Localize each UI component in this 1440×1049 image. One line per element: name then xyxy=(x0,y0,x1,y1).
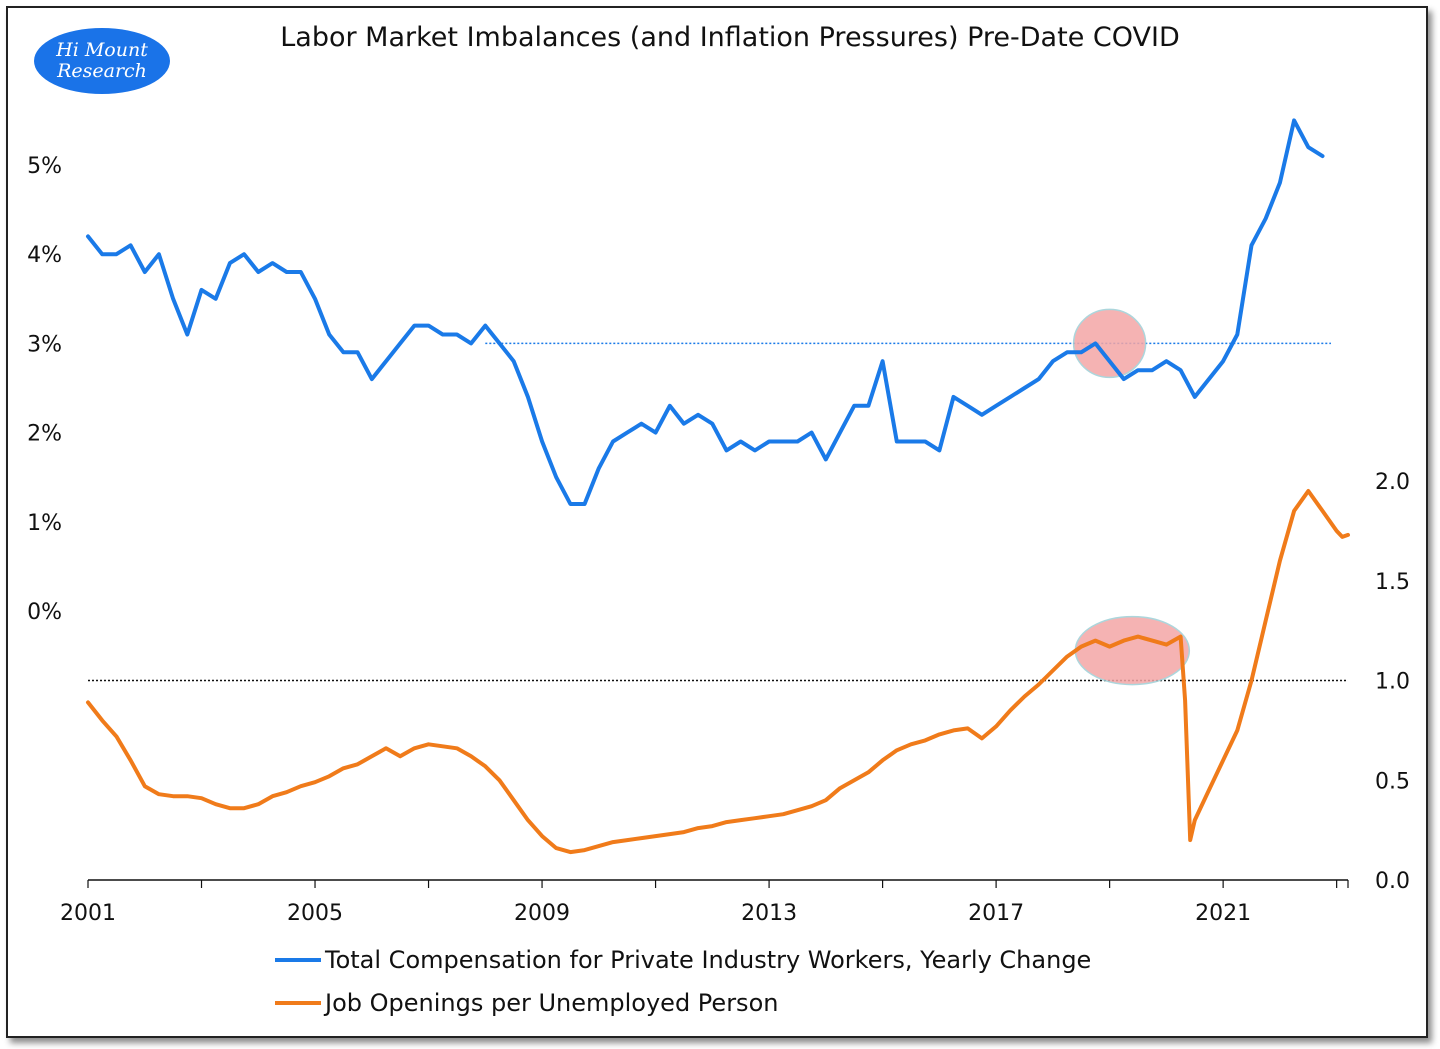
left-axis-tick-label: 0% xyxy=(27,600,62,625)
legend-label-openings: Job Openings per Unemployed Person xyxy=(325,989,779,1017)
x-tick-label: 2017 xyxy=(968,901,1024,926)
chart-frame xyxy=(6,6,1428,1038)
legend-item-compensation: Total Compensation for Private Industry … xyxy=(275,946,1091,974)
left-axis-tick-label: 4% xyxy=(27,243,62,268)
legend-item-openings: Job Openings per Unemployed Person xyxy=(275,989,778,1017)
x-tick-label: 2009 xyxy=(514,901,570,926)
left-axis-tick-label: 3% xyxy=(27,332,62,357)
openings-series-line xyxy=(86,489,1350,855)
hi-mount-research-logo: Hi Mount Research xyxy=(34,28,170,94)
compensation-series-line xyxy=(86,118,1325,506)
chart-title: Labor Market Imbalances (and Inflation P… xyxy=(280,22,1180,53)
right-axis-tick-label: 2.0 xyxy=(1375,470,1410,495)
logo-line-2: Research xyxy=(57,60,147,82)
right-axis-tick-label: 1.5 xyxy=(1375,570,1410,595)
x-tick-label: 2001 xyxy=(60,901,116,926)
legend-swatch-compensation xyxy=(275,958,321,962)
left-axis-tick-label: 2% xyxy=(27,422,62,447)
compensation-highlight-ellipse xyxy=(1072,308,1147,379)
right-axis-tick-label: 1.0 xyxy=(1375,670,1410,695)
x-tick-label: 2013 xyxy=(741,901,797,926)
left-axis-tick-label: 1% xyxy=(27,511,62,536)
right-axis-tick-label: 0.0 xyxy=(1375,869,1410,894)
x-tick-label: 2021 xyxy=(1195,901,1251,926)
logo-line-1: Hi Mount xyxy=(56,39,148,61)
x-tick-label: 2005 xyxy=(287,901,343,926)
openings-highlight-ellipse xyxy=(1074,615,1191,686)
right-axis-tick-label: 0.5 xyxy=(1375,769,1410,794)
legend-label-compensation: Total Compensation for Private Industry … xyxy=(325,946,1092,974)
left-axis-tick-label: 5% xyxy=(27,154,62,179)
legend-swatch-openings xyxy=(275,1001,321,1005)
